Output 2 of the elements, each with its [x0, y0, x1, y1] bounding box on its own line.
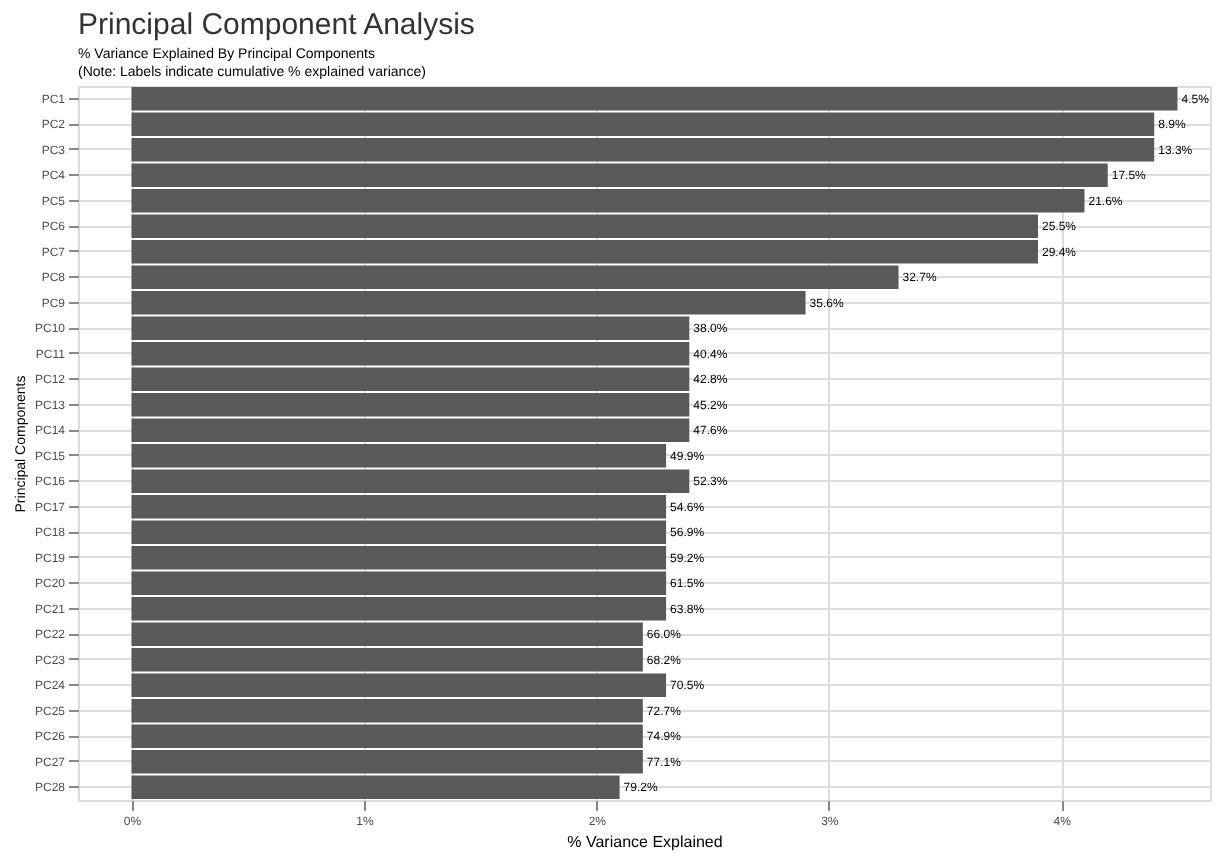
x-axis-title: % Variance Explained	[567, 833, 723, 851]
chart-title: Principal Component Analysis	[78, 8, 475, 42]
